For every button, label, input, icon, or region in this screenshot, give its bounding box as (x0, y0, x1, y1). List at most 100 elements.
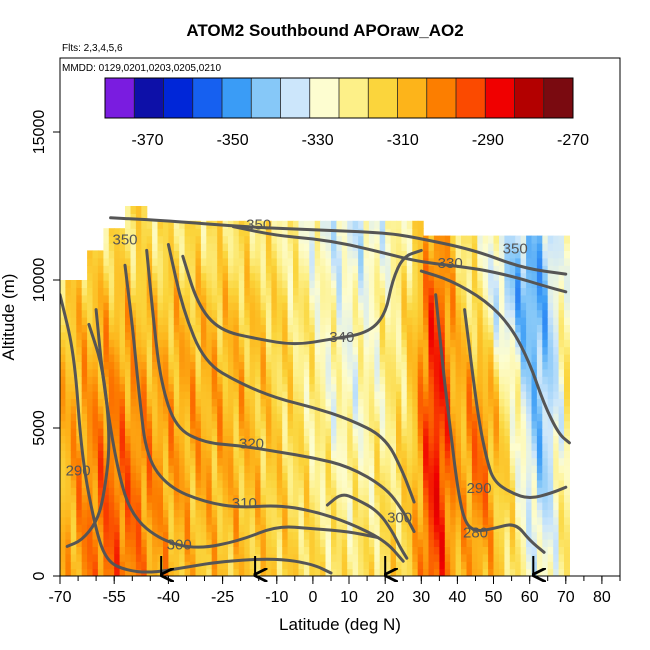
heatmap-cell (547, 546, 554, 555)
heatmap-cell (542, 346, 549, 355)
heatmap-cell (228, 405, 234, 414)
heatmap-cell (385, 354, 392, 362)
heatmap-cell (146, 494, 153, 503)
heatmap-cell (168, 442, 175, 451)
heatmap-cell (103, 287, 110, 296)
heatmap-cell (396, 405, 402, 414)
heatmap-cell (461, 250, 467, 259)
heatmap-cell (244, 524, 251, 533)
heatmap-cell (368, 524, 375, 533)
heatmap-cell (282, 457, 289, 466)
heatmap-cell (368, 309, 375, 318)
x-tick-label: 10 (340, 589, 358, 606)
heatmap-cell (417, 368, 424, 377)
heatmap-cell (390, 465, 397, 473)
heatmap-cell (135, 435, 142, 444)
heatmap-cell (526, 516, 533, 525)
heatmap-cell (553, 235, 560, 244)
heatmap-cell (195, 309, 202, 318)
heatmap-cell (466, 383, 473, 392)
heatmap-cell (152, 435, 159, 444)
heatmap-cell (233, 235, 240, 244)
heatmap-cell (255, 531, 262, 540)
heatmap-cell (87, 509, 94, 518)
heatmap-cell (309, 368, 316, 377)
heatmap-cell (406, 428, 413, 436)
heatmap-cell (520, 250, 527, 259)
heatmap-cell (347, 220, 354, 229)
heatmap-cell (314, 250, 321, 259)
heatmap-cell (228, 465, 234, 473)
heatmap-cell (206, 368, 213, 377)
heatmap-cell (92, 531, 99, 540)
heatmap-cell (433, 361, 440, 370)
heatmap-cell (558, 428, 565, 436)
heatmap-cell (336, 324, 343, 333)
heatmap-cell (363, 235, 370, 244)
heatmap-cell (363, 398, 370, 407)
heatmap-cell (265, 354, 272, 362)
heatmap-cell (146, 509, 153, 518)
colorbar-segment (485, 78, 515, 118)
heatmap-cell (526, 546, 533, 555)
heatmap-cell (341, 324, 348, 333)
heatmap-cell (314, 553, 321, 562)
heatmap-cell (526, 368, 533, 377)
heatmap-cell (531, 346, 538, 355)
heatmap-cell (336, 561, 343, 570)
heatmap-cell (558, 405, 565, 414)
heatmap-cell (92, 568, 99, 576)
heatmap-cell (428, 509, 435, 518)
heatmap-cell (331, 302, 337, 311)
heatmap-cell (282, 553, 289, 562)
heatmap-cell (190, 553, 197, 562)
heatmap-cell (536, 317, 543, 325)
heatmap-cell (374, 442, 381, 451)
heatmap-cell (450, 309, 457, 318)
heatmap-cell (379, 331, 386, 340)
heatmap-cell (471, 479, 478, 488)
heatmap-cell (108, 509, 115, 518)
heatmap-cell (466, 361, 473, 370)
heatmap-cell (309, 420, 316, 429)
heatmap-cell (287, 280, 294, 288)
heatmap-cell (477, 457, 484, 466)
heatmap-cell (238, 539, 245, 547)
heatmap-cell (482, 553, 489, 562)
heatmap-cell (265, 361, 272, 370)
heatmap-cell (455, 413, 462, 422)
heatmap-cell (135, 257, 142, 266)
heatmap-cell (87, 553, 94, 562)
heatmap-cell (358, 324, 365, 333)
heatmap-cell (325, 265, 332, 274)
heatmap-cell (76, 309, 83, 318)
heatmap-cell (423, 502, 430, 510)
heatmap-cell (97, 516, 104, 525)
heatmap-cell (493, 553, 500, 562)
heatmap-cell (368, 339, 375, 348)
heatmap-cell (542, 250, 549, 259)
heatmap-cell (87, 398, 94, 407)
heatmap-cell (271, 546, 278, 555)
heatmap-cell (526, 479, 533, 488)
heatmap-cell (412, 309, 419, 318)
heatmap-cell (276, 457, 283, 466)
heatmap-cell (379, 546, 386, 555)
heatmap-cell (125, 228, 131, 237)
heatmap-cell (195, 272, 202, 281)
heatmap-cell (504, 346, 511, 355)
heatmap-cell (547, 346, 554, 355)
heatmap-cell (271, 309, 278, 318)
heatmap-cell (531, 516, 538, 525)
heatmap-cell (352, 472, 359, 481)
heatmap-cell (255, 479, 262, 488)
heatmap-cell (428, 435, 435, 444)
heatmap-cell (477, 568, 484, 576)
heatmap-cell (179, 531, 186, 540)
heatmap-cell (553, 368, 560, 377)
heatmap-cell (184, 339, 191, 348)
heatmap-cell (81, 509, 88, 518)
heatmap-cell (287, 568, 294, 576)
heatmap-cell (60, 472, 66, 481)
heatmap-cell (325, 398, 332, 407)
